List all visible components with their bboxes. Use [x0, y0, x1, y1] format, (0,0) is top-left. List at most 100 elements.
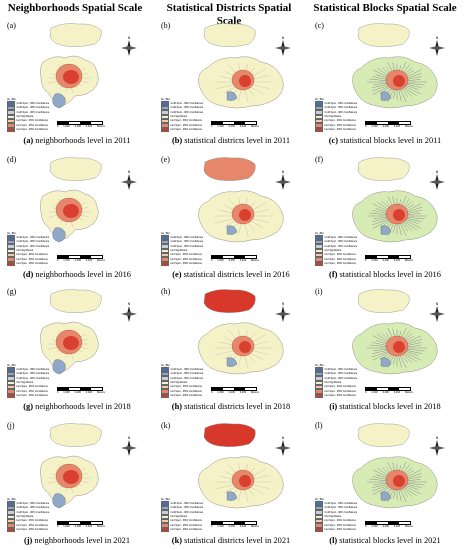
legend-label: Hot Spot - 99% Confidence [16, 128, 48, 132]
legend-swatch [315, 514, 323, 519]
legend-item: Cold Spot - 99% Confidence [315, 501, 358, 506]
legend-item: Hot Spot - 99% Confidence [315, 127, 357, 133]
map-legend: Gi_Bin Cold Spot - 99% Confidence Cold Spo… [315, 231, 358, 267]
legend-label: Hot Spot - 95% Confidence [324, 123, 356, 127]
scale-bar: 0 1,600 3,200 6,400 Meters [365, 121, 413, 128]
legend-label: Hot Spot - 90% Confidence [170, 253, 202, 257]
legend-swatch [161, 393, 169, 399]
hot-spot-core [63, 470, 79, 484]
legend-item: Cold Spot - 95% Confidence [161, 505, 203, 511]
north-arrow-icon: N [275, 170, 291, 190]
legend-swatch [315, 393, 323, 399]
legend-item: Hot Spot - 90% Confidence [315, 384, 357, 390]
legend-label: Hot Spot - 99% Confidence [170, 262, 202, 266]
legend-label: Hot Spot - 90% Confidence [16, 385, 48, 389]
legend-item: Cold Spot - 90% Confidence [315, 110, 357, 115]
legend-item: Cold Spot - 95% Confidence [161, 371, 203, 377]
map-panel: N (e) Gi_Bin Cold Spot - 99% Confidence Cold… [157, 152, 305, 267]
scale-tick: 3,200 [382, 259, 389, 263]
legend-label: Cold Spot - 99% Confidence [170, 367, 204, 371]
north-label: N [436, 36, 439, 40]
map-panel: N (d) Gi_Bin Cold Spot - 99% Confidence Cold… [3, 152, 151, 267]
map-svg: N [40, 289, 137, 375]
legend-item: Cold Spot - 95% Confidence [161, 105, 203, 111]
legend-label: Cold Spot - 90% Confidence [324, 244, 358, 248]
scale-tick: 3,200 [382, 525, 389, 529]
legend-title: Gi_Bin [315, 97, 325, 101]
map-panel: N (l) Gi_Bin Cold Spot - 99% Confidence Cold… [311, 418, 459, 533]
legend-item: Cold Spot - 99% Confidence [315, 367, 357, 372]
column-header-neighborhoods: Neighborhoods Spatial Scale [7, 2, 143, 14]
scale-bar: 0 1,600 3,200 6,400 Meters [365, 521, 413, 528]
scale-tick: 3,200 [228, 259, 235, 263]
legend-item: Hot Spot - 99% Confidence [315, 393, 357, 399]
north-label: N [282, 302, 285, 306]
legend-swatch [7, 244, 15, 249]
legend-label: Not Significant [16, 115, 34, 119]
north-arrow-icon: N [429, 170, 445, 190]
legend-label: Cold Spot - 90% Confidence [170, 376, 204, 380]
legend-swatch [161, 380, 169, 385]
hot-spot-core [393, 209, 405, 221]
caption-text: neighborhoods level in 2016 [33, 270, 131, 279]
caption-text: statistical districts level in 2021 [182, 536, 291, 545]
cold-spot-area [52, 359, 66, 375]
panel-letter: (j) [7, 421, 15, 430]
panel-caption: (e) statistical districts level in 2016 [154, 270, 308, 280]
hot-spot-core [393, 475, 405, 487]
legend-swatch [315, 244, 323, 249]
legend-label: Cold Spot - 90% Confidence [16, 244, 50, 248]
panel-caption: (j) neighborhoods level in 2021 [0, 536, 154, 546]
legend-label: Cold Spot - 99% Confidence [324, 501, 358, 505]
legend-swatch [315, 101, 323, 106]
inset-overview-map [357, 157, 410, 181]
legend-swatch [315, 518, 323, 524]
north-label: N [436, 170, 439, 174]
map-panel: N (i) Gi_Bin Cold Spot - 99% Confidence Cold… [311, 284, 459, 399]
legend-swatch [7, 523, 15, 528]
legend-swatch [315, 257, 323, 262]
legend-label: Cold Spot - 99% Confidence [170, 235, 204, 239]
panel-caption: (a) neighborhoods level in 2011 [0, 136, 154, 146]
legend-label: Hot Spot - 95% Confidence [170, 389, 202, 393]
legend-swatch [7, 114, 15, 119]
map-legend: Gi_Bin Cold Spot - 99% Confidence Cold Spo… [7, 363, 49, 399]
cold-spot-area [52, 227, 66, 243]
legend-title: Gi_Bin [161, 497, 171, 501]
legend-swatch [161, 252, 169, 258]
map-panel: N (j) Gi_Bin Cold Spot - 99% Confidence Cold… [3, 418, 151, 533]
caption-text: statistical blocks level in 2018 [337, 402, 441, 411]
north-arrow-icon: N [275, 36, 291, 56]
legend-label: Not Significant [324, 515, 342, 519]
legend-swatch [315, 248, 323, 253]
legend-label: Cold Spot - 95% Confidence [16, 240, 50, 244]
legend-label: Cold Spot - 90% Confidence [324, 376, 358, 380]
inset-overview-map [357, 423, 410, 447]
legend-label: Cold Spot - 90% Confidence [324, 510, 358, 514]
legend-item: Hot Spot - 99% Confidence [7, 393, 49, 399]
scale-bar: 0 1,600 3,200 6,400 Meters [57, 121, 105, 128]
legend-item: Cold Spot - 90% Confidence [161, 110, 203, 115]
legend-item: Cold Spot - 90% Confidence [7, 510, 49, 515]
legend-label: Hot Spot - 99% Confidence [170, 394, 202, 398]
legend-swatch [7, 376, 15, 381]
scale-unit: Meters [405, 391, 413, 395]
scale-tick: 1,600 [63, 259, 70, 263]
legend-item: Hot Spot - 90% Confidence [315, 518, 357, 524]
north-arrow-icon: N [275, 302, 291, 322]
cold-spot-area [380, 225, 392, 235]
panel-caption: (g) neighborhoods level in 2018 [0, 402, 154, 412]
legend-swatch [7, 510, 15, 515]
legend-swatch [7, 118, 15, 124]
cold-spot-area [226, 91, 238, 101]
scale-tick: 0 [365, 125, 367, 129]
north-label: N [128, 170, 131, 174]
legend-item: Cold Spot - 95% Confidence [7, 371, 49, 377]
legend-label: Cold Spot - 95% Confidence [16, 506, 50, 510]
legend-item: Hot Spot - 99% Confidence [7, 127, 49, 133]
legend-item: Hot Spot - 95% Confidence [7, 123, 49, 128]
north-arrow-icon: N [121, 36, 137, 56]
legend-title: Gi_Bin [7, 363, 17, 367]
legend-label: Hot Spot - 95% Confidence [324, 523, 356, 527]
north-arrow-icon: N [429, 436, 445, 456]
